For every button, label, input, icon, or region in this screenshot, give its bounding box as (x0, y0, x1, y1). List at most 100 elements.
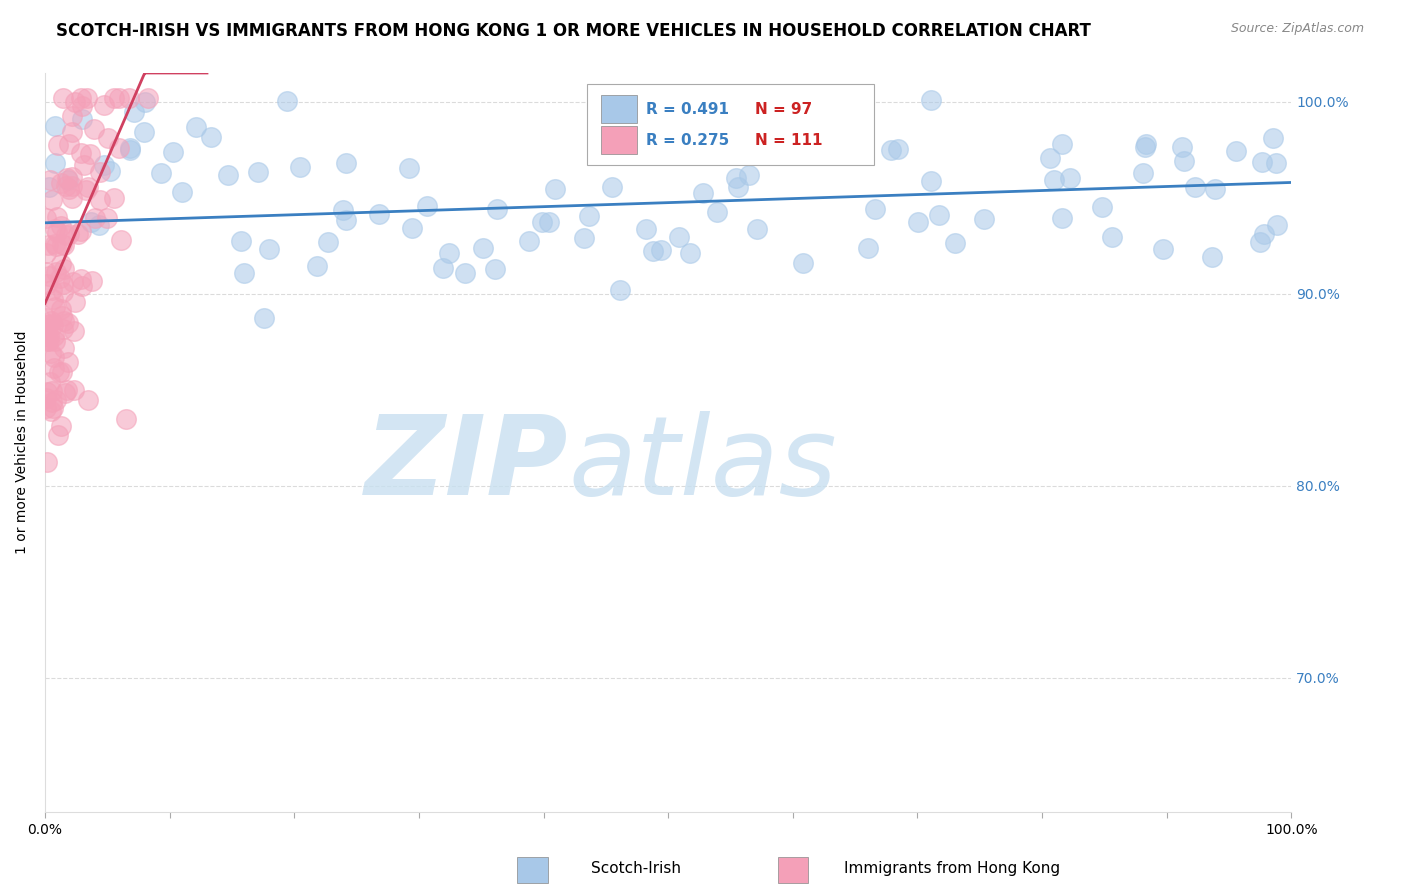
Point (35, 265, 58, 279)
Point (42, 293, 65, 307)
Point (1265, 219, 1288, 233)
Point (49, 270, 72, 285)
Point (35, 310, 58, 325)
Point (37, 385, 59, 400)
Point (1152, 243, 1174, 257)
Point (1101, 229, 1123, 244)
FancyBboxPatch shape (600, 127, 637, 154)
Point (150, 166, 173, 180)
Point (132, 125, 155, 139)
Point (52, 238, 75, 252)
Point (103, 91, 125, 105)
Point (172, 186, 194, 200)
Point (134, 95, 156, 110)
Point (454, 267, 477, 281)
Point (93, 97, 115, 112)
Point (162, 145, 184, 159)
Point (335, 156, 357, 170)
Point (60, 191, 83, 205)
Point (44, 329, 66, 343)
Point (398, 161, 420, 175)
Point (745, 222, 768, 236)
Point (439, 246, 461, 260)
Point (60, 169, 83, 184)
Point (401, 220, 423, 235)
Point (65, 295, 87, 310)
Point (70, 278, 93, 293)
Point (35, 455, 58, 469)
Point (727, 180, 749, 194)
Point (485, 202, 508, 217)
Point (1249, 235, 1271, 249)
Point (1050, 211, 1073, 226)
Point (45, 238, 67, 252)
Point (35, 245, 58, 260)
Point (1173, 154, 1195, 169)
Point (738, 168, 761, 182)
Point (77, 393, 100, 408)
Point (44, 222, 66, 236)
Point (37, 332, 59, 346)
Point (76, 179, 98, 194)
Point (96, 211, 118, 225)
Point (108, 91, 131, 105)
Point (79, 215, 101, 229)
Point (115, 411, 138, 425)
Text: SCOTCH-IRISH VS IMMIGRANTS FROM HONG KONG 1 OR MORE VEHICLES IN HOUSEHOLD CORREL: SCOTCH-IRISH VS IMMIGRANTS FROM HONG KON… (56, 22, 1091, 40)
Point (58, 182, 80, 196)
Point (38, 317, 60, 331)
Point (307, 259, 329, 273)
Point (229, 234, 252, 248)
Point (316, 235, 339, 250)
Point (335, 213, 357, 227)
Point (200, 129, 222, 144)
Point (45, 265, 67, 279)
Point (58, 136, 80, 151)
Point (46, 138, 69, 153)
Point (37, 237, 59, 252)
Point (943, 236, 966, 251)
Point (60, 110, 83, 124)
Point (52, 341, 75, 355)
Point (1201, 250, 1223, 264)
Point (51, 237, 73, 252)
Point (45, 210, 67, 224)
Point (928, 208, 950, 222)
Point (49, 177, 72, 191)
Point (973, 211, 995, 226)
Point (537, 215, 560, 229)
Point (97, 130, 120, 145)
Text: R = 0.491: R = 0.491 (645, 102, 728, 117)
Point (48, 365, 70, 379)
Point (754, 134, 776, 148)
Point (51, 366, 73, 380)
Point (117, 91, 139, 105)
Point (276, 94, 298, 108)
Point (53, 386, 76, 401)
Point (93, 157, 115, 171)
Point (87, 219, 110, 233)
Point (517, 234, 540, 248)
Point (41, 283, 63, 297)
Point (38, 179, 60, 194)
Point (42, 350, 65, 364)
Point (907, 215, 929, 229)
Point (38, 268, 60, 283)
Text: Source: ZipAtlas.com: Source: ZipAtlas.com (1230, 22, 1364, 36)
Point (1263, 130, 1285, 145)
Point (38, 173, 60, 187)
Point (138, 91, 160, 105)
Point (53, 314, 76, 328)
Point (58, 227, 80, 241)
Point (103, 191, 125, 205)
Point (62, 275, 84, 289)
Point (37, 277, 59, 291)
Point (484, 262, 506, 277)
Point (44, 119, 66, 133)
Point (531, 215, 554, 229)
Text: R = 0.275: R = 0.275 (645, 133, 728, 148)
Point (806, 145, 828, 159)
Point (863, 202, 886, 216)
Point (45, 392, 67, 407)
Point (856, 241, 879, 255)
